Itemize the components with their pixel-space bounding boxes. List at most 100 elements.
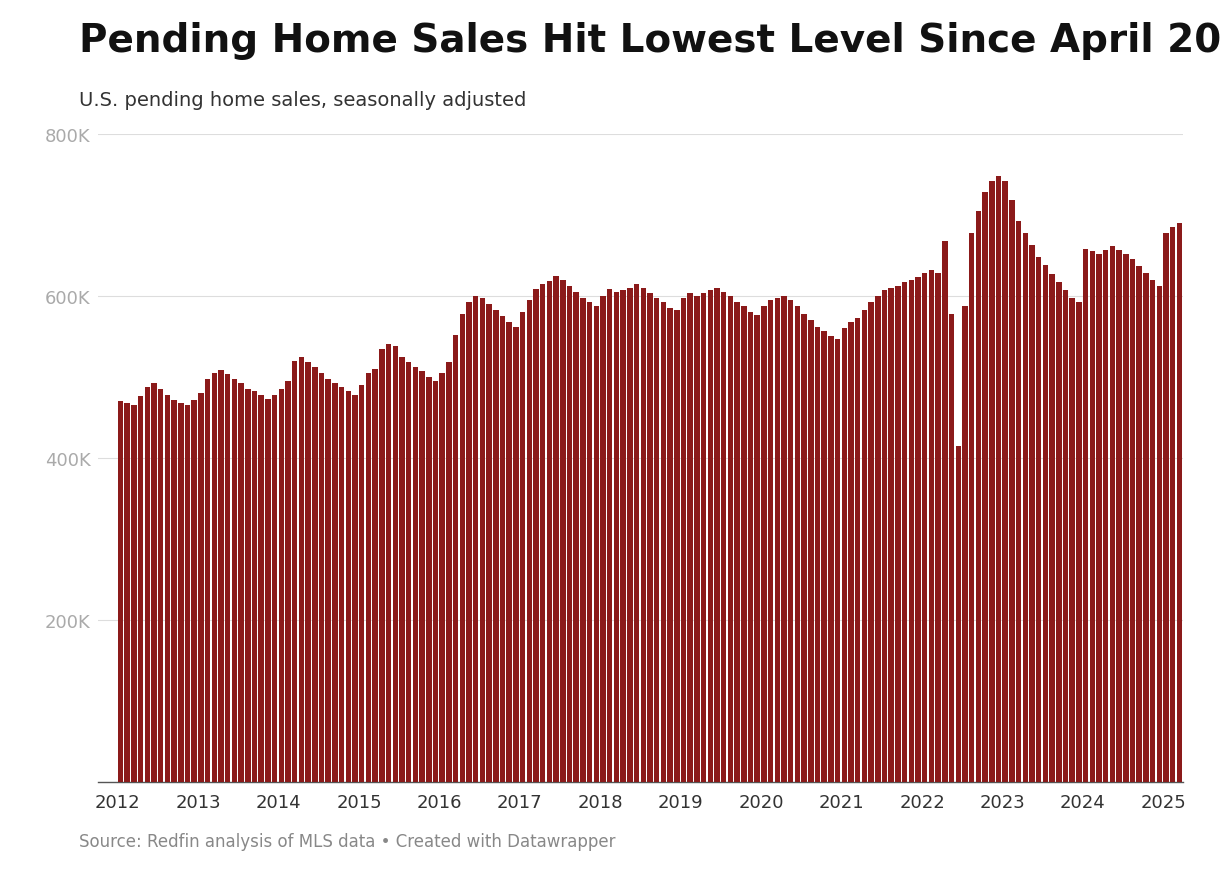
Bar xyxy=(251,392,257,782)
Bar xyxy=(734,302,739,782)
Bar xyxy=(272,395,277,782)
Bar xyxy=(171,400,177,782)
Bar xyxy=(767,301,773,782)
Bar xyxy=(332,384,338,782)
Bar xyxy=(533,290,539,782)
Bar xyxy=(996,176,1002,782)
Bar xyxy=(842,328,847,782)
Bar xyxy=(117,401,123,782)
Bar xyxy=(514,328,518,782)
Bar xyxy=(1083,249,1088,782)
Bar xyxy=(406,363,411,782)
Text: Pending Home Sales Hit Lowest Level Since April 2020: Pending Home Sales Hit Lowest Level Sinc… xyxy=(79,22,1220,60)
Bar xyxy=(232,379,237,782)
Bar xyxy=(359,386,365,782)
Bar xyxy=(420,372,425,782)
Bar xyxy=(634,284,639,782)
Bar xyxy=(527,301,532,782)
Bar xyxy=(326,379,331,782)
Bar xyxy=(1097,255,1102,782)
Bar xyxy=(708,291,712,782)
Bar xyxy=(915,278,921,782)
Bar xyxy=(687,294,693,782)
Bar xyxy=(372,369,378,782)
Bar xyxy=(299,357,304,782)
Bar xyxy=(869,303,874,782)
Bar xyxy=(808,321,814,782)
Bar xyxy=(888,289,894,782)
Bar xyxy=(540,284,545,782)
Bar xyxy=(647,294,653,782)
Bar xyxy=(439,374,445,782)
Text: Source: Redfin analysis of MLS data • Created with Datawrapper: Source: Redfin analysis of MLS data • Cr… xyxy=(79,832,616,850)
Bar xyxy=(949,315,954,782)
Bar xyxy=(1070,298,1075,782)
Bar xyxy=(855,318,860,782)
Bar xyxy=(560,281,566,782)
Bar xyxy=(312,368,317,782)
Bar xyxy=(1110,247,1115,782)
Bar xyxy=(1216,266,1220,782)
Bar xyxy=(848,322,854,782)
Bar xyxy=(1210,249,1215,782)
Bar xyxy=(178,403,183,782)
Bar xyxy=(1197,228,1202,782)
Text: U.S. pending home sales, seasonally adjusted: U.S. pending home sales, seasonally adju… xyxy=(79,91,527,110)
Bar xyxy=(447,363,451,782)
Bar xyxy=(1030,246,1035,782)
Bar xyxy=(265,400,271,782)
Bar xyxy=(305,363,311,782)
Bar xyxy=(466,303,472,782)
Bar xyxy=(1124,255,1129,782)
Bar xyxy=(493,311,499,782)
Bar xyxy=(1170,228,1176,782)
Bar xyxy=(426,377,432,782)
Bar xyxy=(131,406,137,782)
Bar xyxy=(654,298,659,782)
Bar xyxy=(224,375,231,782)
Bar xyxy=(245,389,250,782)
Bar xyxy=(1157,287,1163,782)
Bar xyxy=(399,357,405,782)
Bar xyxy=(694,296,699,782)
Bar xyxy=(1089,252,1096,782)
Bar xyxy=(198,394,204,782)
Bar xyxy=(608,290,612,782)
Bar xyxy=(1076,303,1082,782)
Bar xyxy=(1022,234,1028,782)
Bar xyxy=(1190,222,1196,782)
Bar xyxy=(1049,275,1055,782)
Bar xyxy=(144,388,150,782)
Bar xyxy=(1150,281,1155,782)
Bar xyxy=(1143,274,1149,782)
Bar xyxy=(1137,267,1142,782)
Bar xyxy=(700,294,706,782)
Bar xyxy=(794,306,800,782)
Bar xyxy=(802,315,806,782)
Bar xyxy=(205,380,210,782)
Bar xyxy=(821,331,827,782)
Bar xyxy=(834,340,841,782)
Bar xyxy=(942,242,948,782)
Bar xyxy=(554,276,559,782)
Bar xyxy=(673,311,680,782)
Bar xyxy=(151,384,156,782)
Bar xyxy=(1016,222,1021,782)
Bar xyxy=(339,388,344,782)
Bar xyxy=(788,301,793,782)
Bar xyxy=(955,447,961,782)
Bar xyxy=(1009,201,1015,782)
Bar xyxy=(500,317,505,782)
Bar xyxy=(386,345,392,782)
Bar xyxy=(1116,250,1122,782)
Bar xyxy=(982,193,988,782)
Bar xyxy=(748,313,753,782)
Bar xyxy=(1203,237,1209,782)
Bar xyxy=(460,315,465,782)
Bar xyxy=(922,274,927,782)
Bar xyxy=(721,293,726,782)
Bar xyxy=(754,315,760,782)
Bar xyxy=(895,287,900,782)
Bar xyxy=(345,392,351,782)
Bar xyxy=(184,406,190,782)
